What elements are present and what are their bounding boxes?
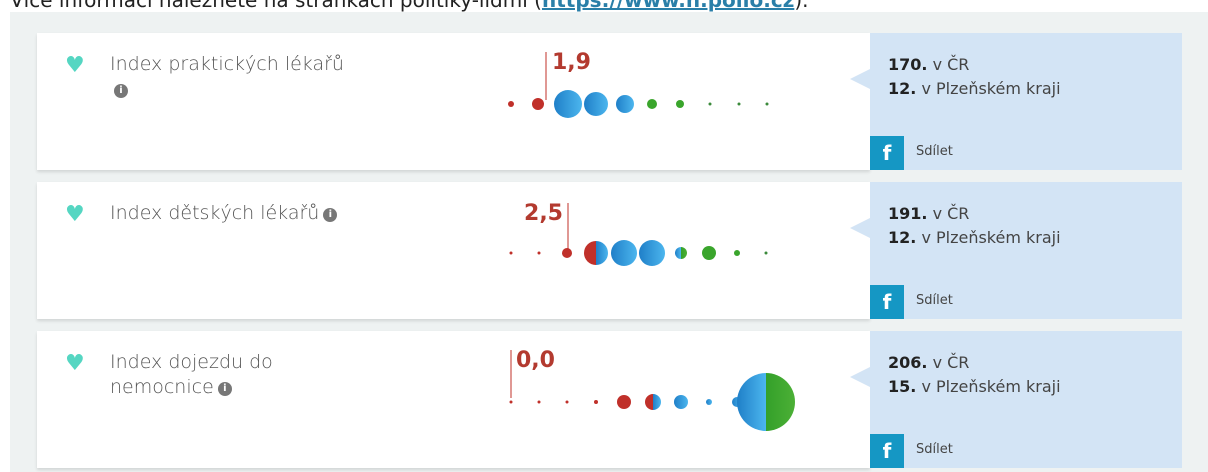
distribution-dot: [584, 241, 608, 265]
share-link[interactable]: Sdílet: [916, 442, 953, 457]
index-name-text: Index dojezdu do nemocnice: [110, 351, 273, 398]
rank-box: 206. v ČR 15. v Plzeňském kraji f Sdílet: [850, 331, 1182, 468]
rank-cr-number: 191.: [888, 204, 928, 223]
distribution-dot: [611, 240, 637, 266]
index-value: 2,5: [524, 201, 563, 226]
rank-cr-number: 170.: [888, 55, 928, 74]
rank-region: 12. v Plzeňském kraji: [888, 228, 1061, 247]
rank-cr: 191. v ČR: [888, 204, 969, 223]
rank-cr-number: 206.: [888, 353, 928, 372]
facebook-icon[interactable]: f: [870, 285, 904, 319]
distribution-dot: [702, 246, 716, 260]
rank-cr: 170. v ČR: [888, 55, 969, 74]
distribution-dot: [675, 247, 687, 259]
distribution-dot: [616, 95, 634, 113]
rank-cr-label: v ČR: [932, 204, 970, 223]
distribution-dot: [532, 98, 544, 110]
facebook-icon[interactable]: f: [870, 136, 904, 170]
intro-link[interactable]: https://www.n.pollo.cz: [541, 0, 795, 12]
distribution-dot: [509, 400, 513, 404]
rank-region-number: 12.: [888, 228, 917, 247]
distribution-dot: [676, 100, 684, 108]
rank-region-label: v Plzeňském kraji: [921, 79, 1061, 98]
distribution-dot: [674, 395, 688, 409]
rank-box: 191. v ČR 12. v Plzeňském kraji f Sdílet: [850, 182, 1182, 319]
index-name: Index praktických lékařů i: [110, 52, 346, 102]
index-value: 0,0: [516, 348, 555, 373]
share-link[interactable]: Sdílet: [916, 293, 953, 308]
rank-cr-label: v ČR: [932, 55, 970, 74]
distribution-dot: [584, 92, 608, 116]
heart-icon: ♥: [65, 202, 85, 227]
share-link[interactable]: Sdílet: [916, 144, 953, 159]
rank-box: 170. v ČR 12. v Plzeňském kraji f Sdílet: [850, 33, 1182, 170]
rank-cr: 206. v ČR: [888, 353, 969, 372]
distribution-dot: [737, 373, 795, 431]
distribution-dot: [508, 101, 514, 107]
info-icon[interactable]: i: [217, 382, 232, 396]
distribution-dot: [737, 102, 741, 106]
distribution-dot: [594, 400, 598, 404]
distribution-dot: [647, 99, 657, 109]
info-icon[interactable]: i: [323, 208, 338, 222]
card: ♥ Index dojezdu do nemocnice i: [37, 331, 870, 468]
distribution-dot: [537, 400, 541, 404]
index-value: 1,9: [552, 50, 591, 75]
rank-region-number: 12.: [888, 79, 917, 98]
card: ♥ Index praktických lékařů i: [37, 33, 870, 170]
distribution-dot: [562, 248, 572, 258]
index-name-text: Index dětských lékařů: [110, 202, 320, 224]
rank-region-number: 15.: [888, 377, 917, 396]
heart-icon: ♥: [65, 53, 85, 78]
distribution-dot: [509, 251, 513, 255]
distribution-dot: [645, 394, 661, 410]
facebook-icon[interactable]: f: [870, 434, 904, 468]
distribution-dot: [617, 395, 631, 409]
rank-region: 12. v Plzeňském kraji: [888, 79, 1061, 98]
index-name-text: Index praktických lékařů: [110, 53, 344, 75]
distribution-dot: [734, 250, 740, 256]
card: ♥ Index dětských lékařů i: [37, 182, 870, 319]
rank-cr-label: v ČR: [932, 353, 970, 372]
distribution-dot: [765, 102, 769, 106]
distribution-dot: [537, 251, 541, 255]
rank-region: 15. v Plzeňském kraji: [888, 377, 1061, 396]
index-name: Index dojezdu do nemocnice i: [110, 350, 346, 400]
intro: Více informací naleznete na stránkách po…: [10, 0, 809, 12]
intro-text: Více informací naleznete na stránkách po…: [10, 0, 528, 12]
distribution-dot: [708, 102, 712, 106]
distribution-dot: [554, 90, 582, 118]
distribution-dot: [565, 400, 569, 404]
distribution-dot: [706, 399, 712, 405]
index-name: Index dětských lékařů i: [110, 201, 346, 226]
rank-region-label: v Plzeňském kraji: [921, 377, 1061, 396]
distribution-dot: [764, 251, 768, 255]
info-icon[interactable]: i: [114, 84, 128, 98]
heart-icon: ♥: [65, 351, 85, 376]
rank-region-label: v Plzeňském kraji: [921, 228, 1061, 247]
distribution-dot: [639, 240, 665, 266]
